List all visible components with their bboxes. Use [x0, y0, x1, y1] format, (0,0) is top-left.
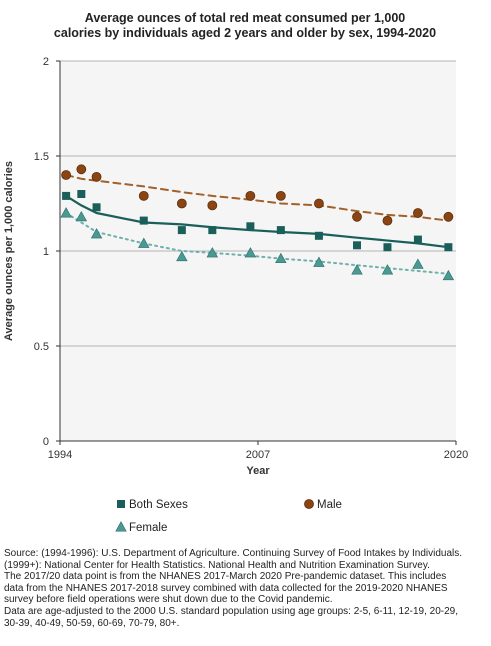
x-tick-label: 2020: [444, 449, 468, 461]
source-note-line: The 2017/20 data point is from the NHANE…: [4, 571, 447, 583]
source-note-line: 30-39, 40-49, 50-59, 60-69, 70-79, 80+.: [4, 617, 180, 629]
y-tick-label: 0: [43, 436, 49, 448]
x-tick-label: 2007: [246, 449, 270, 461]
both-sexes-data-point: [276, 226, 285, 235]
female-data-point: [60, 207, 72, 218]
male-data-point: [382, 215, 393, 226]
source-note: Source: (1994-1996): U.S. Department of …: [4, 548, 488, 629]
male-data-point: [138, 190, 149, 201]
legend-label-male: Male: [317, 499, 342, 511]
source-note-line: (1999+): National Center for Health Stat…: [4, 559, 430, 571]
both-sexes-data-point: [383, 243, 392, 252]
male-data-point: [176, 198, 187, 209]
female-data-point: [275, 252, 287, 264]
both-sexes-data-point: [92, 203, 101, 212]
legend-marker-both-sexes: [117, 500, 125, 508]
male-data-point: [314, 198, 324, 209]
female-data-point: [176, 250, 188, 262]
both-sexes-data-point: [208, 226, 217, 235]
chart-title-line: calories by individuals aged 2 years and…: [53, 26, 437, 40]
source-note-line: data from the NHANES 2017-2018 survey co…: [4, 582, 448, 594]
male-data-point: [245, 190, 256, 201]
legend: Both Sexes Male Female: [115, 499, 342, 534]
legend-marker-female: [115, 521, 127, 532]
female-data-point: [90, 228, 103, 239]
male-data-point: [413, 208, 423, 218]
both-sexes-data-point: [139, 216, 148, 225]
y-tick-label: 2: [43, 56, 49, 68]
x-axis-label: Year: [246, 465, 270, 477]
female-data-point: [244, 247, 257, 258]
y-axis-label: Average ounces per 1,000 calories: [3, 161, 15, 341]
both-sexes-data-point: [77, 190, 86, 198]
both-sexes-data-point: [246, 222, 255, 231]
both-sexes-data-point: [444, 243, 453, 252]
data-points: [60, 164, 455, 281]
female-data-point: [138, 237, 150, 248]
legend-label-female: Female: [129, 522, 167, 534]
chart-title-line: Average ounces of total red meat consume…: [84, 11, 406, 25]
male-data-point: [275, 190, 286, 201]
y-tick-label: 1.5: [34, 151, 49, 163]
female-data-point: [206, 247, 219, 258]
male-data-point: [76, 164, 87, 175]
male-data-point: [91, 171, 102, 182]
male-data-point: [352, 211, 362, 222]
male-data-point: [61, 170, 71, 180]
y-tick-label: 0.5: [34, 341, 49, 353]
both-sexes-data-point: [353, 241, 361, 250]
female-data-point: [412, 258, 424, 269]
female-data-point: [351, 264, 363, 275]
legend-marker-male: [304, 499, 314, 509]
y-tick-label: 1: [43, 246, 49, 258]
both-sexes-data-point: [314, 231, 323, 240]
gridlines: [60, 60, 456, 347]
source-note-line: survey before field operations were shut…: [4, 594, 333, 606]
chart-title: Average ounces of total red meat consume…: [20, 11, 470, 41]
source-note-line: Data are age-adjusted to the 2000 U.S. s…: [4, 605, 459, 617]
male-data-point: [207, 200, 218, 211]
female-data-point: [381, 264, 394, 275]
both-sexes-data-point: [62, 191, 71, 200]
tick-labels: 0 0.5 1 1.5 2 1994 2007 2020: [34, 56, 469, 461]
both-sexes-data-point: [413, 235, 422, 244]
female-data-point: [442, 269, 455, 281]
legend-label-both-sexes: Both Sexes: [129, 499, 188, 511]
x-tick-label: 1994: [48, 449, 72, 461]
female-data-point: [313, 256, 325, 267]
male-data-point: [443, 211, 454, 222]
source-note-line: Source: (1994-1996): U.S. Department of …: [4, 548, 463, 559]
both-sexes-data-point: [177, 226, 186, 235]
red-meat-line-chart: 0 0.5 1 1.5 2 1994 2007 2020 Year Average ounce…: [3, 56, 469, 534]
female-data-point: [75, 210, 88, 222]
